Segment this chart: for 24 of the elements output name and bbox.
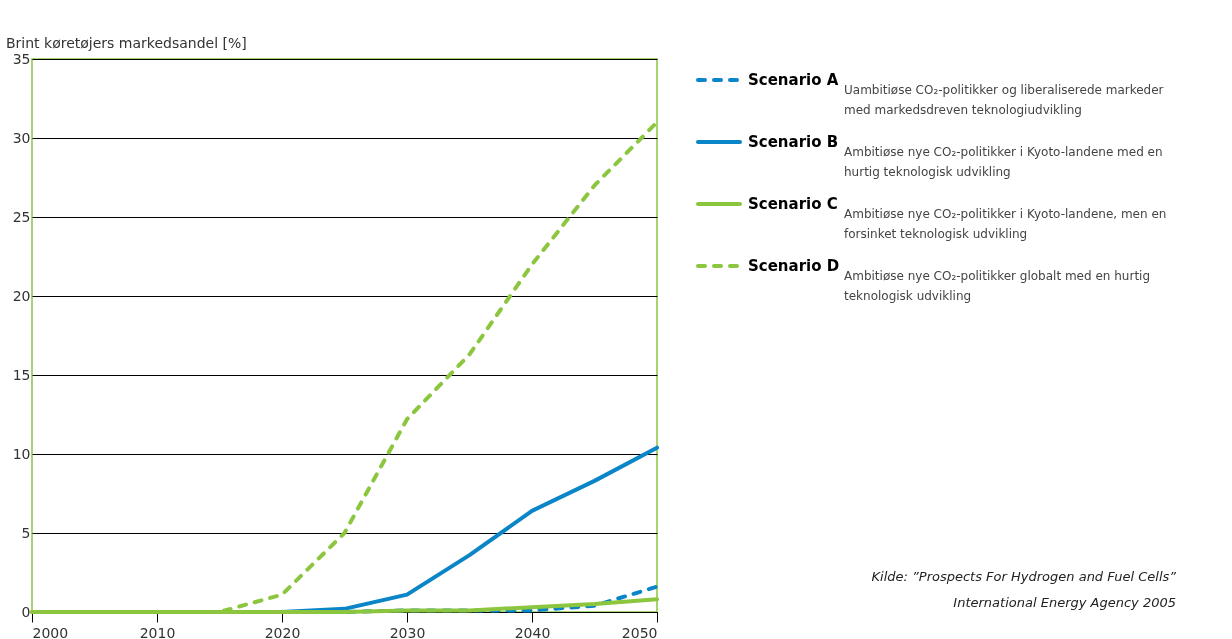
legend-label: Scenario A	[748, 71, 839, 89]
y-tick-label: 25	[12, 208, 31, 225]
legend-label: Scenario D	[748, 257, 840, 275]
y-tick-label: 5	[21, 524, 31, 541]
y-tick-label: 10	[12, 445, 31, 462]
text: Kilde: ”Prospects For Hydrogen and Fuel Cells” International Energy Agency 2005	[871, 569, 1177, 610]
x-tick-label: 2040	[514, 624, 551, 639]
y-tick-label: 20	[12, 287, 31, 304]
x-tick-label: 2010	[139, 624, 176, 639]
x-tick-label: 2030	[389, 624, 426, 639]
x-tick-label: 2000	[32, 624, 69, 639]
text: Ambitiøse nye CO₂-politikker i Kyoto-landene, men en forsinket teknologisk udvikling	[844, 207, 1167, 241]
text: Ambitiøse nye CO₂-politikker i Kyoto-landene med en hurtig teknologisk udvikling	[844, 145, 1163, 179]
y-tick-label: 0	[21, 603, 31, 620]
legend-label: Scenario C	[748, 195, 838, 213]
y-axis-title: Brint køretøjers markedsandel [%]	[6, 35, 247, 51]
x-tick-label: 2020	[264, 624, 301, 639]
legend-label: Scenario B	[748, 133, 839, 151]
text: Ambitiøse nye CO₂-politikker globalt med en hurtig teknologisk udvikling	[844, 269, 1151, 303]
y-tick-label: 15	[12, 366, 31, 383]
y-tick-label: 30	[12, 129, 31, 146]
y-tick-label: 35	[12, 50, 31, 67]
x-tick-label: 2050	[621, 624, 658, 639]
text: Uambitiøse CO₂-politikker og liberaliserede markeder med markedsdreven teknologiudvikling	[844, 83, 1164, 117]
